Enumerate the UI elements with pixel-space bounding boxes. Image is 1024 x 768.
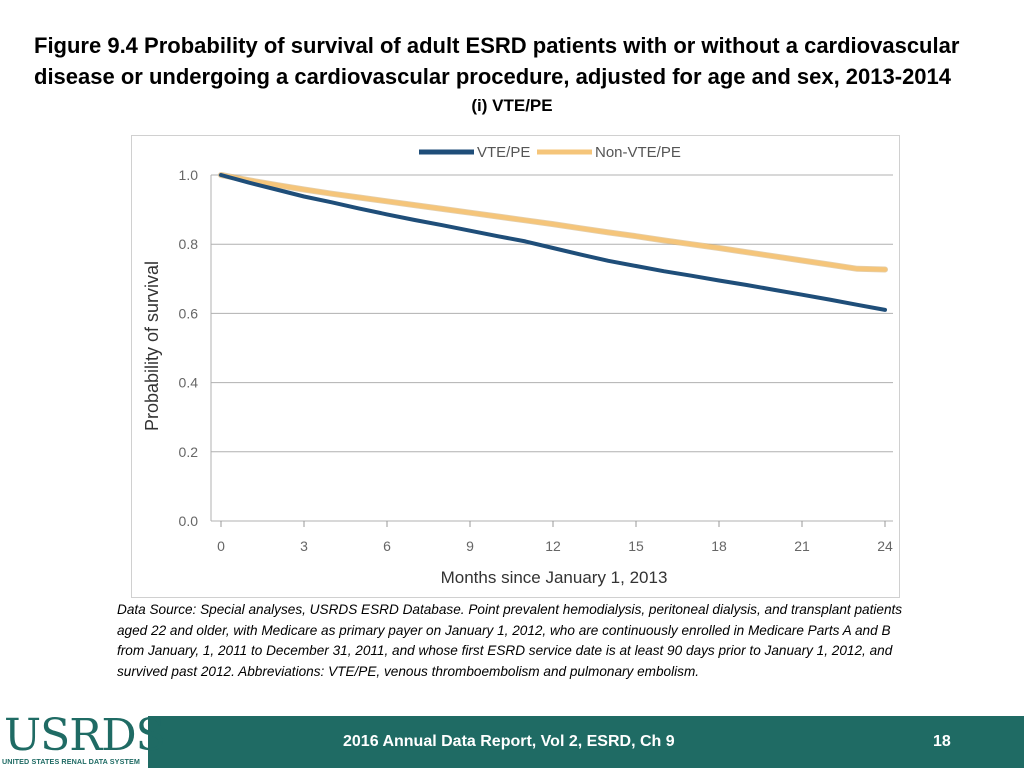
y-tick-label: 0.2 <box>179 444 199 460</box>
x-tick-label: 9 <box>466 538 474 554</box>
figure-title-line2: disease or undergoing a cardiovascular p… <box>34 64 952 89</box>
x-tick-label: 21 <box>794 538 810 554</box>
logo-wordmark: USRDS <box>4 710 166 761</box>
chart-panel: 0.0 0.2 0.4 0.6 0.8 1.0 0 3 6 9 12 15 18 21 24 VTE/PE N… <box>131 135 900 598</box>
x-tick-label: 18 <box>711 538 727 554</box>
series-line-vte-pe <box>219 173 887 312</box>
logo-subtitle: UNITED STATES RENAL DATA SYSTEM <box>2 757 140 766</box>
usrds-logo: USRDS UNITED STATES RENAL DATA SYSTEM <box>0 712 166 768</box>
y-tick-label: 0.0 <box>179 513 199 529</box>
report-citation: 2016 Annual Data Report, Vol 2, ESRD, Ch… <box>343 733 675 750</box>
survival-chart: 0.0 0.2 0.4 0.6 0.8 1.0 0 3 6 9 12 15 18 21 24 VTE/PE N… <box>142 144 893 587</box>
series-line-non-vte-pe <box>218 172 888 272</box>
figure-subtitle: (i) VTE/PE <box>471 96 553 115</box>
x-tick-label: 12 <box>545 538 561 554</box>
x-axis-label: Months since January 1, 2013 <box>441 568 668 587</box>
figure-title: Figure 9.4 Probability of survival of ad… <box>0 30 1024 92</box>
x-tick-label: 15 <box>628 538 644 554</box>
x-tick-label: 0 <box>217 538 225 554</box>
footer-bar <box>0 716 1024 768</box>
x-tick-label: 6 <box>383 538 391 554</box>
y-axis-label: Probability of survival <box>142 261 162 431</box>
y-tick-label: 0.6 <box>179 305 199 321</box>
x-tick-label: 24 <box>877 538 893 554</box>
legend-label: VTE/PE <box>477 144 530 161</box>
x-tick-label: 3 <box>300 538 308 554</box>
data-source-note: Data Source: Special analyses, USRDS ESR… <box>117 602 903 679</box>
y-tick-label: 0.8 <box>179 236 199 252</box>
y-tick-label: 1.0 <box>179 167 199 183</box>
legend-label: Non-VTE/PE <box>595 144 681 161</box>
figure-title-line1: Figure 9.4 Probability of survival of ad… <box>34 33 960 58</box>
y-tick-label: 0.4 <box>179 375 199 391</box>
page-number: 18 <box>933 733 951 750</box>
